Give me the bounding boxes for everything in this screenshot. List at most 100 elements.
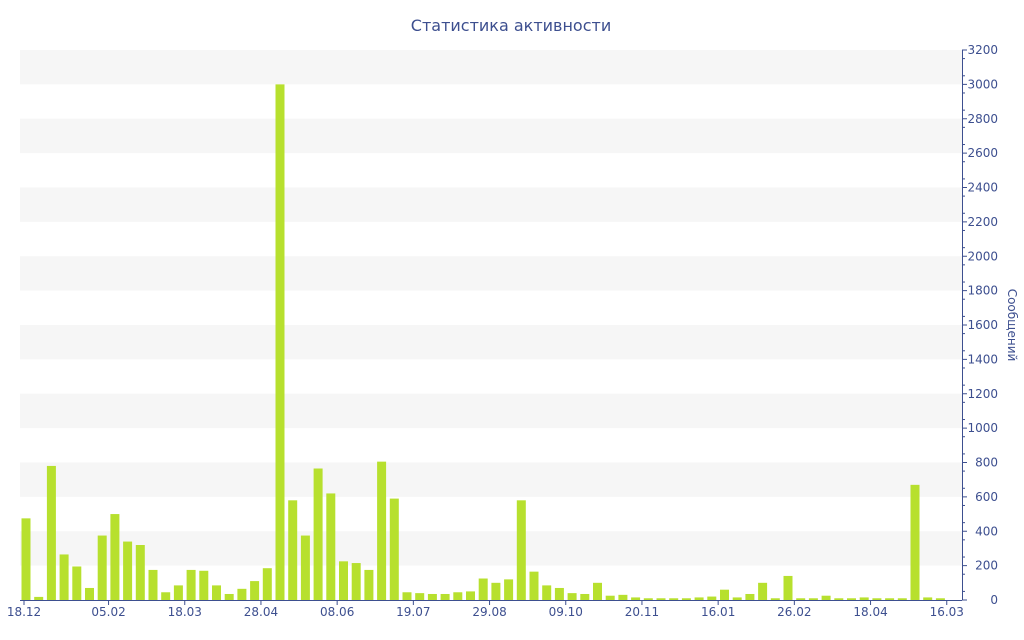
bar [97, 535, 107, 600]
x-tick-label: 09.10 [549, 605, 583, 619]
x-tick-label: 18.12 [7, 605, 41, 619]
bar [707, 596, 717, 600]
bar [821, 595, 831, 600]
y-tick-label: 3200 [967, 43, 998, 57]
y-axis-label: Сообщений [1005, 289, 1019, 362]
bar [593, 582, 602, 600]
x-tick-label: 20.11 [625, 605, 659, 619]
bar [237, 588, 247, 600]
bar [516, 500, 526, 600]
bar [669, 598, 679, 600]
x-tick-label: 05.02 [91, 605, 125, 619]
bar [491, 582, 501, 600]
x-tick-label: 16.01 [701, 605, 735, 619]
bar [275, 84, 285, 600]
y-tick-label: 600 [975, 490, 998, 504]
bar [580, 593, 590, 600]
y-tick-label: 800 [975, 456, 998, 470]
bar [478, 578, 488, 600]
x-tick-label: 08.06 [320, 605, 354, 619]
bar [605, 595, 615, 600]
bar [935, 598, 945, 600]
chart-title: Статистика активности [411, 16, 611, 35]
y-tick-label: 2200 [967, 215, 998, 229]
bar [808, 598, 818, 600]
bar [618, 594, 628, 600]
grid-band [20, 50, 962, 85]
bar [135, 545, 145, 600]
x-tick-label: 19.07 [396, 605, 430, 619]
bar [288, 500, 298, 600]
y-tick-label: 2600 [967, 146, 998, 160]
bar [643, 598, 653, 600]
bar [427, 593, 437, 600]
bar [212, 585, 221, 600]
bar [542, 585, 552, 600]
grid-band [20, 531, 962, 566]
bar [567, 593, 577, 600]
bar [199, 570, 209, 600]
bar [123, 541, 133, 600]
bar [504, 579, 514, 600]
bar [46, 465, 56, 600]
bar [186, 569, 196, 600]
bar [910, 484, 920, 600]
y-tick-label: 2400 [967, 181, 998, 195]
y-tick-label: 200 [975, 559, 998, 573]
bar [681, 598, 691, 600]
bar [59, 554, 69, 600]
bar [656, 598, 666, 600]
bar [631, 597, 641, 600]
bar [466, 591, 475, 600]
bar [339, 561, 348, 600]
bar [923, 597, 933, 600]
bar [783, 575, 793, 600]
bar [720, 589, 729, 600]
bar [351, 563, 361, 600]
bar [859, 597, 869, 600]
bar [110, 514, 120, 600]
bar [161, 592, 171, 600]
bar [554, 587, 564, 600]
bar [72, 566, 82, 600]
grid-bands [20, 50, 962, 566]
x-tick-label: 26.02 [777, 605, 811, 619]
bar [453, 592, 463, 600]
bar [847, 598, 856, 600]
bar [85, 587, 94, 600]
bar [224, 593, 234, 600]
bars [21, 84, 945, 600]
bar [732, 597, 742, 600]
bar [262, 568, 272, 600]
x-axis: 18.12 05.02 18.03 28.04 08.06 19.07 29.08 09.10… [7, 600, 964, 619]
y-tick-label: 400 [975, 524, 998, 538]
x-tick-label: 28.04 [244, 605, 278, 619]
bar [326, 493, 336, 600]
bar [364, 569, 374, 600]
bar [770, 598, 780, 600]
bar [440, 593, 450, 600]
bar [148, 569, 158, 600]
grid-band [20, 256, 962, 291]
y-tick-label: 1000 [967, 421, 998, 435]
bar [389, 498, 399, 600]
bar [313, 468, 323, 600]
bar [21, 518, 31, 600]
y-tick-label: 0 [990, 593, 998, 607]
x-tick-label: 18.03 [168, 605, 202, 619]
bar [694, 597, 704, 600]
bar [529, 571, 539, 600]
y-axis: 0 200 400 600 800 1000 1200 1400 1600 1800 2000 220… [962, 43, 998, 607]
grid-band [20, 187, 962, 222]
bar [402, 592, 412, 600]
bar [34, 596, 44, 600]
bar [796, 598, 806, 600]
bar [834, 598, 844, 600]
grid-band [20, 462, 962, 497]
x-tick-label: 16.03 [930, 605, 964, 619]
y-tick-label: 1800 [967, 284, 998, 298]
bar [173, 585, 183, 600]
bar [250, 581, 260, 600]
